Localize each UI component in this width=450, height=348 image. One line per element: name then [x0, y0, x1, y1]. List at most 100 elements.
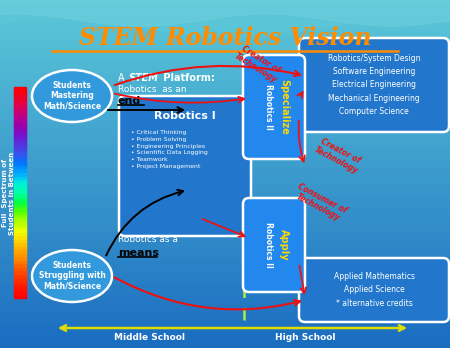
Bar — [14, 259, 26, 263]
Bar — [14, 199, 26, 204]
Text: Specialize: Specialize — [279, 79, 289, 135]
Bar — [14, 245, 26, 249]
Bar — [14, 196, 26, 200]
Text: Applied Mathematics
Applied Science
* alternative credits: Applied Mathematics Applied Science * al… — [333, 272, 414, 308]
Text: Robotics I: Robotics I — [154, 111, 216, 121]
Bar — [0, 191, 450, 197]
Text: Creator of
Technology: Creator of Technology — [312, 136, 364, 176]
Text: Full  Spectrum of
Students in Between: Full Spectrum of Students in Between — [2, 151, 15, 235]
Bar — [14, 189, 26, 193]
Bar — [0, 168, 450, 174]
Text: means: means — [118, 248, 159, 258]
Bar — [14, 192, 26, 197]
Bar — [14, 276, 26, 280]
Bar — [14, 185, 26, 190]
FancyBboxPatch shape — [243, 198, 305, 292]
FancyBboxPatch shape — [119, 96, 251, 236]
Text: Students
Struggling with
Math/Science: Students Struggling with Math/Science — [39, 261, 105, 291]
Bar — [0, 110, 450, 116]
Bar — [0, 301, 450, 307]
Bar — [14, 119, 26, 123]
Ellipse shape — [32, 70, 112, 122]
Bar — [0, 261, 450, 267]
Text: Platform:: Platform: — [160, 73, 215, 83]
Bar — [14, 157, 26, 161]
Bar — [14, 94, 26, 98]
Bar — [14, 234, 26, 238]
Bar — [0, 180, 450, 185]
Bar — [0, 249, 450, 255]
Text: Creator of
Technology: Creator of Technology — [232, 43, 284, 85]
Bar — [0, 156, 450, 163]
Bar — [14, 220, 26, 224]
Bar — [14, 147, 26, 151]
Bar — [14, 136, 26, 141]
Ellipse shape — [32, 250, 112, 302]
Bar — [14, 90, 26, 95]
Bar — [0, 243, 450, 250]
Bar — [14, 241, 26, 245]
Bar — [14, 115, 26, 119]
Bar — [0, 52, 450, 58]
Bar — [0, 232, 450, 238]
Bar — [0, 81, 450, 87]
Bar — [0, 133, 450, 139]
Bar — [0, 162, 450, 168]
Text: Apply: Apply — [279, 229, 289, 261]
Bar — [14, 150, 26, 155]
Text: end: end — [118, 96, 141, 106]
Bar — [14, 230, 26, 235]
Bar — [0, 313, 450, 319]
Bar — [0, 203, 450, 209]
Bar — [0, 150, 450, 157]
Bar — [0, 6, 450, 11]
Bar — [0, 342, 450, 348]
Text: Robotics II: Robotics II — [264, 222, 273, 268]
Bar — [14, 182, 26, 186]
Bar — [14, 178, 26, 182]
Bar — [14, 290, 26, 294]
Bar — [14, 252, 26, 256]
Bar — [14, 129, 26, 134]
FancyBboxPatch shape — [243, 55, 305, 159]
Bar — [0, 290, 450, 296]
Bar — [0, 58, 450, 64]
Bar — [14, 227, 26, 231]
Text: Robotics  as an: Robotics as an — [118, 86, 186, 95]
Bar — [14, 167, 26, 172]
Bar — [14, 248, 26, 253]
Bar — [14, 206, 26, 211]
Bar — [0, 174, 450, 180]
Bar — [0, 255, 450, 261]
Bar — [0, 29, 450, 35]
Bar — [14, 209, 26, 214]
Bar — [14, 126, 26, 130]
Bar — [14, 262, 26, 267]
Bar — [0, 208, 450, 215]
Bar — [14, 143, 26, 148]
Bar — [14, 101, 26, 105]
Bar — [0, 145, 450, 151]
Text: High School: High School — [275, 332, 335, 341]
Bar — [0, 17, 450, 23]
Bar — [14, 111, 26, 116]
Bar — [14, 171, 26, 175]
Bar — [14, 237, 26, 242]
Text: • Critical Thinking
• Problem Solving
• Engineering Principles
• Scientific Data: • Critical Thinking • Problem Solving • … — [131, 130, 208, 169]
Bar — [0, 121, 450, 128]
Bar — [14, 272, 26, 277]
Bar — [0, 272, 450, 278]
Bar — [0, 185, 450, 191]
Bar — [14, 140, 26, 144]
Bar — [0, 336, 450, 342]
Text: STEM: STEM — [129, 73, 159, 83]
Text: Robotics II: Robotics II — [264, 84, 273, 130]
FancyBboxPatch shape — [299, 38, 449, 132]
Bar — [0, 307, 450, 313]
Bar — [14, 286, 26, 291]
Bar — [0, 40, 450, 46]
Text: Robotics/System Design
Software Engineering
Electrical Engineering
Mechanical En: Robotics/System Design Software Engineer… — [328, 54, 420, 116]
Bar — [14, 87, 26, 92]
Bar — [14, 283, 26, 287]
Bar — [14, 108, 26, 112]
